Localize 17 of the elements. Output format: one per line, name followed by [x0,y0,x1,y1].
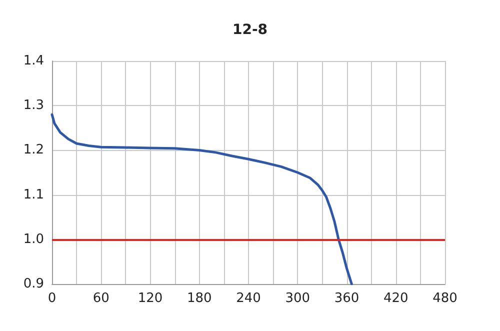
y-tick-label: 1.3 [23,98,44,114]
x-tick-label: 420 [383,291,408,306]
x-tick-label: 360 [334,291,360,306]
x-tick-label: 300 [285,291,310,306]
y-tick-label: 1.1 [23,187,44,202]
y-tick-label: 1.4 [23,54,44,68]
y-tick-label: 1.0 [23,232,44,247]
x-tick-label: 120 [138,291,163,306]
x-tick-label: 240 [236,291,261,306]
x-tick-label: 60 [92,291,110,306]
x-tick-label: 0 [48,291,56,306]
line-series [50,113,353,286]
y-tick-label: 0.9 [23,276,44,292]
y-tick-label: 1.2 [23,142,44,158]
chart-title: 12-8 [232,22,268,38]
x-tick-label: 480 [432,291,458,306]
x-tick-label: 180 [186,291,212,306]
